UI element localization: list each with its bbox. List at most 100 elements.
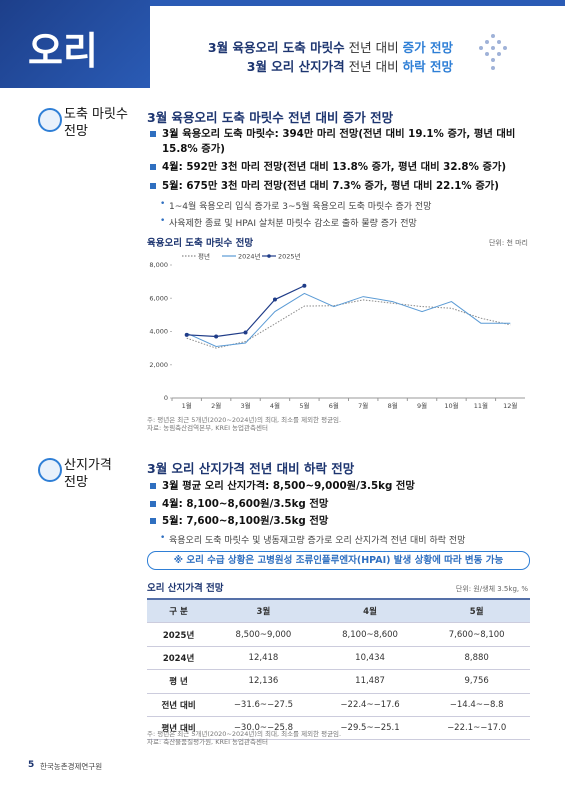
chart-title: 육용오리 도축 마릿수 전망 — [147, 238, 254, 249]
price-table: 구 분 3월 4월 5월 2025년 8,500~9,000 8,100~8,600 7,60… — [147, 598, 530, 741]
table-cell: 평년 대비 — [147, 716, 211, 741]
bullet: 4월: 8,100~8,600원/3.5kg 전망 — [150, 497, 532, 512]
table-cell: −22.4~−17.6 — [316, 693, 424, 717]
headline-part: 3월 육용오리 도축 마릿수 — [207, 40, 345, 55]
headline-part: 전년 대비 — [348, 40, 399, 55]
y-tick-label: 8,000 — [149, 261, 168, 269]
table-cell: 2024년 — [147, 646, 211, 671]
header-rule — [150, 0, 565, 6]
table-cell: −22.1~−17.0 — [423, 716, 530, 741]
table-cell: 5월 — [423, 598, 530, 624]
header: 오리 3월 육용오리 도축 마릿수 전년 대비 증가 전망 3월 오리 산지가격 전년… — [0, 0, 565, 88]
page-number: 5 — [28, 760, 35, 770]
series-line — [186, 292, 511, 347]
x-tick-label: 1월 — [182, 401, 192, 410]
y-tick-label: 4,000 — [149, 328, 168, 336]
headline: 3월 오리 산지가격 전년 대비 하락 전망 — [247, 56, 457, 75]
bullet: 5월: 7,600~8,100원/3.5kg 전망 — [150, 514, 532, 529]
series-marker — [243, 330, 248, 335]
table-cell: 8,500~9,000 — [210, 622, 317, 647]
table-cell: −14.4~−8.8 — [423, 693, 530, 717]
bullet: 3월 육용오리 도축 마릿수: 394만 마리 전망(전년 대비 19.1% 증… — [150, 127, 532, 157]
table-cell: 7,600~8,100 — [423, 622, 530, 647]
headline-part: 하락 전망 — [402, 59, 453, 74]
table-cell: 평 년 — [147, 669, 211, 694]
table-cell: 8,880 — [423, 646, 530, 671]
legend-label: 2024년 — [238, 251, 261, 260]
header-band — [0, 0, 150, 88]
note: 주: 평년은 최근 5개년(2020~2024년)의 최대, 최소를 제외한 평… — [147, 416, 342, 424]
table-title: 오리 산지가격 전망 — [147, 583, 224, 594]
chart: 0 2,000 4,000 6,000 8,000 1월 2월 3월 4월 5월 6월 7월 8월 9월 1… — [149, 251, 525, 410]
table-row: 평 년 12,136 11,487 9,756 — [147, 669, 530, 694]
table-row: 평년 대비 −30.0~−25.8 −29.5~−25.1 −22.1~−17.0 — [147, 716, 530, 741]
table-cell: −31.6~−27.5 — [210, 693, 317, 717]
section-icon — [38, 108, 62, 132]
x-tick-label: 10월 — [444, 401, 458, 410]
legend-label: 평년 — [198, 251, 210, 260]
x-tick-label: 3월 — [240, 401, 250, 410]
x-tick-label: 8월 — [388, 401, 398, 410]
unit: 단위: 원/생체 3.5kg, % — [455, 585, 528, 593]
sub-bullet: 1~4월 육용오리 입식 증가로 3~5월 육용오리 도축 마릿수 증가 전망 — [160, 199, 431, 212]
headline-part: 전년 대비 — [348, 59, 399, 74]
x-tick-label: 4월 — [270, 401, 280, 410]
sub-bullet: 육용오리 도축 마릿수 및 냉동재고량 증가로 오리 산지가격 전년 대비 하락… — [160, 533, 465, 546]
section-heading: 3월 오리 산지가격 전년 대비 하락 전망 — [147, 461, 355, 476]
table-cell: 8,100~8,600 — [316, 622, 424, 647]
series-line — [186, 299, 511, 349]
y-tick-label: 6,000 — [149, 294, 168, 302]
y-tick-label: 0 — [164, 394, 168, 402]
x-tick-label: 11월 — [474, 401, 488, 410]
bullet: 4월: 592만 3천 마리 전망(전년 대비 13.8% 증가, 평년 대비 … — [150, 160, 532, 175]
legend-marker — [267, 254, 271, 258]
table-cell: 4월 — [316, 598, 424, 624]
section-label: 산지가격 전망 — [64, 457, 112, 491]
table-cell: 11,487 — [316, 669, 424, 694]
series-line — [186, 285, 305, 338]
x-tick-label: 9월 — [417, 401, 427, 410]
headline: 3월 육용오리 도축 마릿수 전년 대비 증가 전망 — [208, 37, 457, 56]
note: 주: 평년은 최근 5개년(2020~2024년)의 최대, 최소를 제외한 평… — [147, 730, 342, 738]
table-row: 2024년 12,418 10,434 8,880 — [147, 646, 530, 671]
bullet: 3월 평균 오리 산지가격: 8,500~9,000원/3.5kg 전망 — [150, 479, 532, 494]
x-tick-label: 12월 — [503, 401, 517, 410]
y-tick-label: 2,000 — [149, 361, 168, 369]
bullet: 5월: 675만 3천 마리 전망(전년 대비 7.3% 증가, 평년 대비 2… — [150, 179, 532, 194]
unit: 단위: 천 마리 — [488, 239, 528, 247]
label-line: 산지가격 — [64, 458, 112, 473]
x-tick-label: 5월 — [299, 401, 309, 410]
label-line: 전망 — [64, 124, 88, 139]
header-title: 오리 — [28, 29, 98, 73]
header-icon — [479, 34, 507, 70]
headline-part: 증가 전망 — [402, 40, 453, 55]
series-marker — [302, 283, 307, 288]
table-row: 구 분 3월 4월 5월 — [147, 598, 530, 624]
table-cell: 2025년 — [147, 622, 211, 647]
table-cell: 전년 대비 — [147, 693, 211, 717]
table-row: 전년 대비 −31.6~−27.5 −22.4~−17.6 −14.4~−8.8 — [147, 693, 530, 717]
x-tick-label: 6월 — [329, 401, 339, 410]
legend-label: 2025년 — [278, 251, 301, 260]
note: 자료: 농림축산검역본부, KREI 농업관측센터 — [147, 424, 268, 432]
series-marker — [184, 332, 189, 337]
table-cell: 3월 — [210, 598, 317, 624]
table-cell: −29.5~−25.1 — [316, 716, 424, 741]
series-marker — [214, 334, 219, 339]
table-cell: 10,434 — [316, 646, 424, 671]
x-tick-label: 7월 — [358, 401, 368, 410]
table-cell: 9,756 — [423, 669, 530, 694]
label-line: 도축 마릿수 — [64, 107, 128, 122]
x-tick-label: 2월 — [211, 401, 221, 410]
note: 자료: 축산물품질평가원, KREI 농업관측센터 — [147, 738, 268, 746]
table-cell: −30.0~−25.8 — [210, 716, 317, 741]
headline-part: 3월 오리 산지가격 — [246, 59, 345, 74]
notice: ※ 오리 수급 상황은 고병원성 조류인플루엔자(HPAI) 발생 상황에 따라… — [147, 551, 530, 570]
footer-org: 한국농촌경제연구원 — [40, 762, 103, 771]
series-marker — [272, 297, 277, 302]
table-cell: 12,418 — [210, 646, 317, 671]
section-icon — [38, 458, 62, 482]
section-heading: 3월 육용오리 도축 마릿수 전년 대비 증가 전망 — [147, 110, 394, 125]
